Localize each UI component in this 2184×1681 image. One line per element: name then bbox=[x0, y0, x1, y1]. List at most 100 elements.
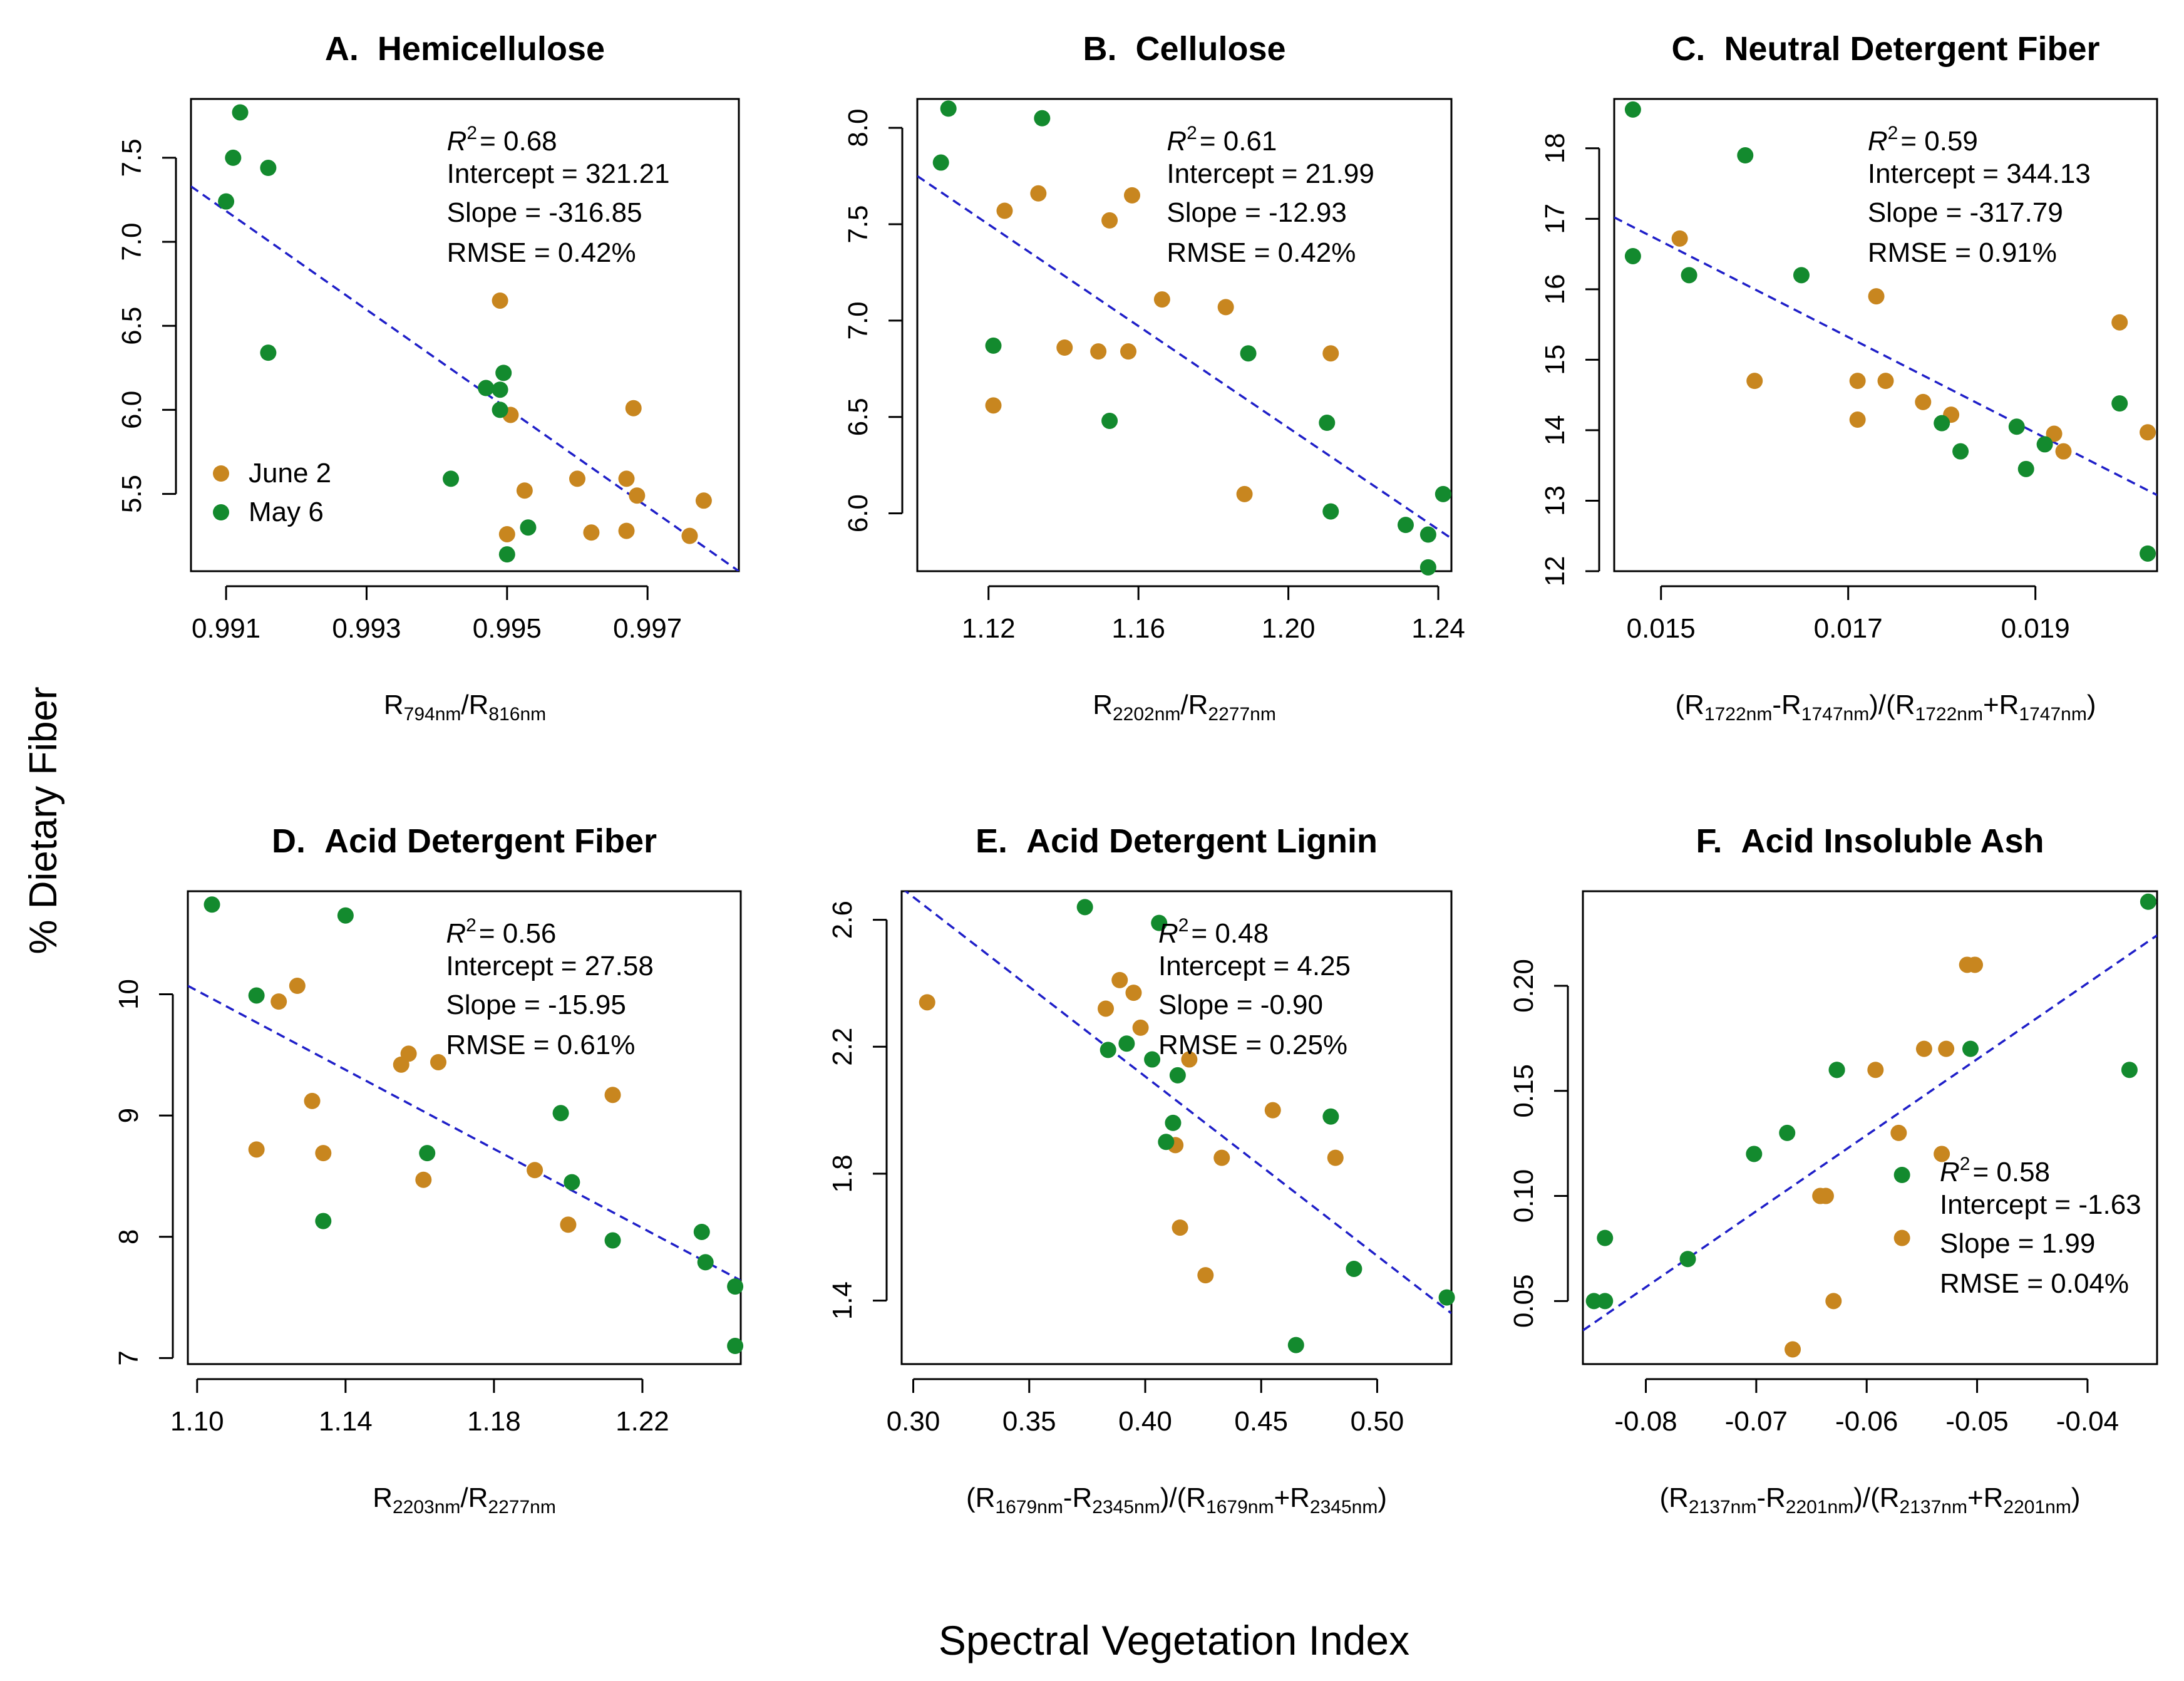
panel-title: E. Acid Detergent Lignin bbox=[976, 822, 1378, 860]
x-tick-label: 0.019 bbox=[2001, 613, 2070, 644]
xlabel-part: 1679nm bbox=[995, 1497, 1063, 1518]
x-tick-label: 1.20 bbox=[1262, 613, 1316, 644]
y-tick-label: 17 bbox=[1540, 204, 1570, 234]
data-point bbox=[552, 1105, 569, 1122]
x-tick-label: 1.10 bbox=[170, 1406, 224, 1437]
x-tick-label: -0.05 bbox=[1945, 1406, 2008, 1437]
data-point bbox=[1098, 1000, 1115, 1017]
regression-line bbox=[917, 175, 1451, 540]
y-tick-label: 6.5 bbox=[116, 307, 147, 345]
data-point bbox=[1624, 247, 1641, 264]
data-point bbox=[1679, 1251, 1696, 1268]
data-point bbox=[415, 1171, 432, 1188]
data-point bbox=[1090, 343, 1107, 360]
xlabel-part: R bbox=[373, 1482, 393, 1513]
stat-intercept: Intercept = 21.99 bbox=[1167, 158, 1374, 189]
data-point bbox=[1746, 373, 1763, 390]
data-point bbox=[1817, 1187, 1834, 1204]
data-point bbox=[337, 907, 354, 924]
panel-f: F. Acid Insoluble Ash -0.08 -0.07 -0.06 -0.05… bbox=[1508, 822, 2158, 1518]
data-point bbox=[919, 994, 935, 1011]
regression-line bbox=[1583, 934, 2157, 1332]
y-tick-label: 8.0 bbox=[843, 109, 873, 147]
xlabel-part: /R bbox=[461, 690, 488, 720]
data-point bbox=[498, 525, 515, 542]
data-point bbox=[419, 1145, 436, 1162]
xlabel-part: 2345nm bbox=[1310, 1497, 1378, 1518]
xlabel-part: -R bbox=[1063, 1482, 1092, 1513]
stat-r2: R2= 0.56 bbox=[446, 915, 556, 949]
data-point bbox=[1825, 1293, 1842, 1310]
data-point bbox=[1264, 1102, 1281, 1119]
data-point bbox=[1849, 373, 1866, 390]
panel-d: D. Acid Detergent Fiber 1.10 1.14 1.18 1.22 7 8… bbox=[113, 822, 744, 1518]
data-point bbox=[1867, 1062, 1884, 1078]
series-may-6 bbox=[203, 896, 744, 1354]
y-tick-label: 5.5 bbox=[116, 475, 147, 513]
y-tick-label: 0.15 bbox=[1508, 1064, 1539, 1118]
xlabel-part: 1679nm bbox=[1206, 1497, 1274, 1518]
data-point bbox=[1132, 1019, 1149, 1036]
stat-slope: Slope = -12.93 bbox=[1167, 197, 1346, 228]
data-point bbox=[1681, 267, 1697, 284]
data-point bbox=[1120, 343, 1137, 360]
data-point bbox=[2111, 395, 2128, 412]
data-point bbox=[1172, 1219, 1188, 1236]
xlabel-part: -R bbox=[1772, 690, 1801, 720]
data-point bbox=[218, 193, 235, 210]
y-tick-label: 6.5 bbox=[843, 398, 873, 436]
plot-frame bbox=[1582, 890, 2158, 1365]
stat-r2: R2= 0.59 bbox=[1868, 123, 1978, 157]
data-point bbox=[1785, 1341, 1801, 1358]
data-point bbox=[1828, 1062, 1845, 1078]
data-point bbox=[2046, 425, 2063, 442]
xlabel-part: /R bbox=[1180, 690, 1208, 720]
data-point bbox=[1779, 1124, 1796, 1141]
data-point bbox=[1419, 526, 1436, 543]
data-point bbox=[1934, 1146, 1950, 1162]
panel-title-text: Acid Detergent Lignin bbox=[1026, 822, 1378, 860]
y-tick-label: 1.4 bbox=[827, 1281, 858, 1320]
series-june-2 bbox=[919, 971, 1344, 1284]
x-tick-label: 0.995 bbox=[473, 613, 542, 644]
data-point bbox=[1737, 147, 1754, 164]
data-point bbox=[516, 482, 533, 499]
xlabel-part: 1722nm bbox=[1915, 704, 1983, 725]
data-point bbox=[1213, 1149, 1230, 1166]
data-point bbox=[1101, 212, 1118, 229]
x-tick-label: -0.07 bbox=[1725, 1406, 1788, 1437]
data-point bbox=[2008, 418, 2025, 435]
data-point bbox=[1158, 1134, 1175, 1151]
data-point bbox=[232, 104, 249, 121]
r2-value: = 0.58 bbox=[1972, 1157, 2050, 1187]
xlabel-part: (R bbox=[1675, 690, 1704, 720]
data-point bbox=[1877, 373, 1894, 390]
stat-intercept: Intercept = 344.13 bbox=[1868, 158, 2091, 189]
xlabel-part: ) bbox=[2087, 690, 2096, 720]
data-point bbox=[1327, 1149, 1344, 1166]
panel-letter: F. bbox=[1696, 822, 1722, 860]
data-point bbox=[569, 470, 585, 487]
panel-title: C. Neutral Detergent Fiber bbox=[1671, 30, 2099, 68]
data-point bbox=[315, 1213, 332, 1229]
data-point bbox=[2121, 1062, 2138, 1078]
r2-value: = 0.61 bbox=[1200, 126, 1277, 157]
data-point bbox=[270, 993, 287, 1010]
y-tick-label: 14 bbox=[1540, 415, 1570, 445]
data-point bbox=[495, 365, 512, 381]
data-point bbox=[248, 987, 265, 1004]
regression-line bbox=[904, 891, 1451, 1315]
x-tick-label: 0.50 bbox=[1351, 1406, 1404, 1437]
data-point bbox=[625, 400, 642, 416]
x-tick-label: 0.993 bbox=[332, 613, 401, 644]
panel-title: D. Acid Detergent Fiber bbox=[272, 822, 657, 860]
r2-symbol: R bbox=[1167, 126, 1187, 157]
xlabel-part: 2201nm bbox=[1786, 1497, 1853, 1518]
x-axis-label: R2203nm/R2277nm bbox=[373, 1482, 556, 1518]
data-point bbox=[1597, 1229, 1614, 1246]
data-point bbox=[492, 292, 508, 309]
data-point bbox=[1118, 1035, 1135, 1052]
data-point bbox=[260, 344, 277, 361]
xlabel-part: ) bbox=[2071, 1482, 2081, 1513]
